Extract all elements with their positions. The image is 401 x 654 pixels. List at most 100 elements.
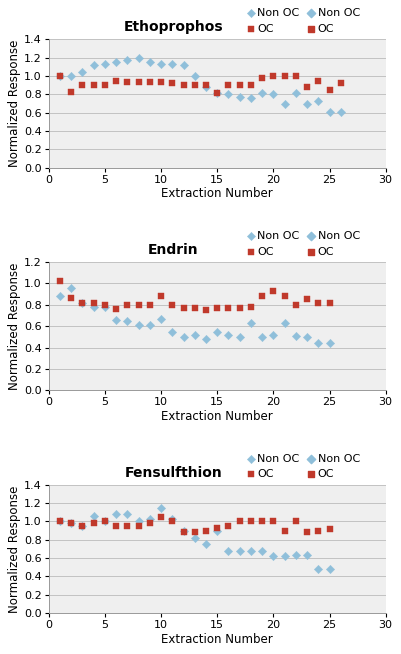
OC bbox=[169, 78, 176, 89]
OC bbox=[113, 75, 119, 86]
OC bbox=[248, 80, 254, 90]
OC bbox=[304, 527, 310, 538]
Non OC bbox=[124, 316, 131, 326]
OC bbox=[259, 73, 265, 83]
Non OC bbox=[79, 298, 86, 308]
Non OC bbox=[169, 59, 176, 69]
Y-axis label: Normalized Response: Normalized Response bbox=[8, 262, 21, 390]
Non OC bbox=[270, 89, 277, 99]
Non OC bbox=[293, 88, 299, 98]
OC bbox=[169, 516, 176, 526]
OC bbox=[147, 518, 153, 528]
Non OC bbox=[282, 98, 288, 109]
OC bbox=[315, 298, 322, 308]
Non OC bbox=[203, 539, 209, 549]
Non OC bbox=[158, 313, 164, 324]
Non OC bbox=[169, 326, 176, 337]
Non OC bbox=[315, 564, 322, 574]
Non OC bbox=[68, 71, 75, 81]
OC bbox=[248, 516, 254, 526]
Non OC bbox=[293, 550, 299, 560]
Non OC bbox=[180, 525, 187, 536]
OC bbox=[192, 303, 198, 313]
OC bbox=[214, 523, 221, 533]
OC bbox=[136, 77, 142, 88]
Non OC bbox=[57, 516, 63, 526]
Non OC bbox=[79, 521, 86, 531]
Non OC bbox=[214, 326, 221, 337]
OC bbox=[225, 303, 232, 313]
Non OC bbox=[326, 338, 333, 349]
X-axis label: Extraction Number: Extraction Number bbox=[161, 632, 273, 645]
OC bbox=[315, 525, 322, 536]
Non OC bbox=[124, 54, 131, 65]
Non OC bbox=[259, 88, 265, 98]
Text: Ethoprophos: Ethoprophos bbox=[124, 20, 223, 34]
OC bbox=[315, 75, 322, 86]
OC bbox=[102, 80, 108, 90]
OC bbox=[147, 300, 153, 310]
OC bbox=[192, 80, 198, 90]
OC bbox=[57, 276, 63, 286]
Non OC bbox=[203, 334, 209, 344]
Non OC bbox=[304, 550, 310, 560]
OC bbox=[203, 80, 209, 90]
OC bbox=[124, 300, 131, 310]
Non OC bbox=[282, 318, 288, 328]
Non OC bbox=[214, 88, 221, 98]
Non OC bbox=[315, 95, 322, 106]
OC bbox=[237, 516, 243, 526]
OC bbox=[68, 293, 75, 303]
OC bbox=[326, 298, 333, 308]
Non OC bbox=[180, 332, 187, 342]
OC bbox=[270, 71, 277, 81]
OC bbox=[214, 303, 221, 313]
OC bbox=[91, 80, 97, 90]
Non OC bbox=[57, 71, 63, 81]
OC bbox=[158, 77, 164, 88]
Text: Endrin: Endrin bbox=[148, 243, 199, 257]
Non OC bbox=[270, 330, 277, 340]
OC bbox=[79, 80, 86, 90]
OC bbox=[225, 521, 232, 531]
OC bbox=[113, 304, 119, 315]
Non OC bbox=[248, 318, 254, 328]
OC bbox=[180, 80, 187, 90]
OC bbox=[57, 516, 63, 526]
Non OC bbox=[113, 315, 119, 325]
Non OC bbox=[68, 283, 75, 293]
OC bbox=[338, 78, 344, 89]
OC bbox=[147, 77, 153, 88]
OC bbox=[124, 521, 131, 531]
OC bbox=[326, 523, 333, 534]
Non OC bbox=[158, 59, 164, 69]
Non OC bbox=[237, 545, 243, 556]
Non OC bbox=[102, 301, 108, 312]
OC bbox=[259, 516, 265, 526]
Non OC bbox=[214, 525, 221, 536]
OC bbox=[214, 88, 221, 98]
Non OC bbox=[203, 82, 209, 92]
Non OC bbox=[293, 330, 299, 341]
Non OC bbox=[91, 60, 97, 71]
Non OC bbox=[57, 291, 63, 301]
OC bbox=[326, 84, 333, 95]
Non OC bbox=[315, 338, 322, 349]
Non OC bbox=[192, 71, 198, 81]
Non OC bbox=[225, 330, 232, 340]
OC bbox=[68, 86, 75, 97]
OC bbox=[237, 80, 243, 90]
OC bbox=[91, 298, 97, 308]
Non OC bbox=[136, 320, 142, 330]
Non OC bbox=[147, 320, 153, 330]
OC bbox=[102, 516, 108, 526]
OC bbox=[304, 82, 310, 92]
Non OC bbox=[237, 332, 243, 342]
OC bbox=[203, 305, 209, 315]
Non OC bbox=[259, 545, 265, 556]
OC bbox=[91, 518, 97, 528]
OC bbox=[79, 298, 86, 308]
Non OC bbox=[225, 545, 232, 556]
Non OC bbox=[259, 332, 265, 342]
OC bbox=[180, 303, 187, 313]
